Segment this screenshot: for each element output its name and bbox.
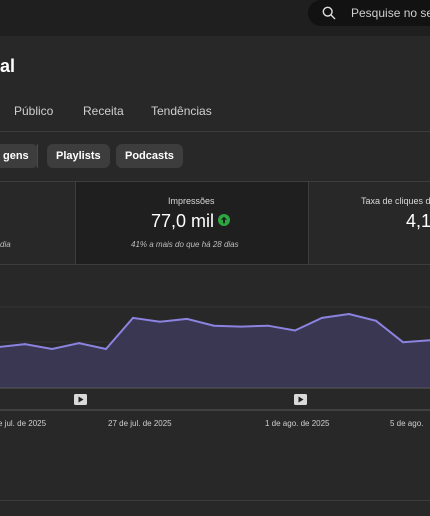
x-tick-label: 5 de ago.: [390, 419, 424, 428]
metric-label: Taxa de cliques d: [361, 196, 430, 206]
chip-playlists[interactable]: Playlists: [47, 144, 110, 168]
data-point: [348, 313, 350, 315]
data-point: [78, 342, 80, 345]
data-point: [240, 325, 242, 328]
metric-divider: [308, 182, 309, 264]
data-point: [105, 348, 107, 350]
tab-receita[interactable]: Receita: [83, 104, 124, 118]
metric-divider: [75, 182, 76, 264]
tab-tendencias[interactable]: Tendências: [151, 104, 212, 118]
metric-card-ctr[interactable]: Taxa de cliques d 4,1: [309, 182, 430, 264]
video-marker[interactable]: [294, 394, 307, 405]
impressions-chart: [0, 306, 430, 411]
search-icon: [322, 6, 336, 20]
metric-value: 77,0 mil: [151, 211, 215, 231]
data-point: [213, 324, 215, 327]
metric-card-views[interactable]: dia: [0, 182, 75, 264]
data-point: [402, 341, 404, 344]
chip-podcasts[interactable]: Podcasts: [116, 144, 183, 168]
data-point: [24, 343, 26, 346]
chip-separator: [37, 144, 38, 168]
x-tick-label: 27 de jul. de 2025: [108, 419, 172, 428]
data-point: [132, 316, 134, 319]
metrics-bottom-border: [0, 264, 430, 265]
search-box[interactable]: Pesquise no seu: [308, 0, 430, 26]
top-bar: Pesquise no seu: [0, 0, 430, 36]
section-divider: [0, 500, 430, 501]
chart-area: [0, 314, 430, 388]
video-marker[interactable]: [74, 394, 87, 405]
metrics-top-border: [0, 181, 430, 182]
metric-note: dia: [0, 240, 11, 249]
data-point: [294, 329, 296, 332]
metric-card-impressions[interactable]: Impressões 77,0 mil 41% a mais do que há…: [76, 182, 308, 264]
search-input[interactable]: Pesquise no seu: [351, 6, 430, 20]
chip-imagens[interactable]: gens: [0, 144, 38, 168]
data-point: [267, 324, 269, 327]
trend-up-icon: [218, 214, 230, 226]
x-tick-label: e jul. de 2025: [0, 419, 47, 428]
metric-value: 4,1: [406, 211, 430, 231]
data-point: [186, 317, 188, 320]
tab-publico[interactable]: Público: [14, 104, 54, 118]
metric-label: Impressões: [168, 196, 215, 206]
page-title: al: [0, 56, 16, 76]
tabs-divider: [0, 131, 430, 132]
data-point: [375, 319, 377, 322]
metric-note: 41% a mais do que há 28 dias: [131, 240, 239, 249]
data-point: [159, 320, 161, 323]
data-point: [321, 316, 323, 319]
x-tick-label: 1 de ago. de 2025: [265, 419, 330, 428]
data-point: [51, 348, 53, 350]
